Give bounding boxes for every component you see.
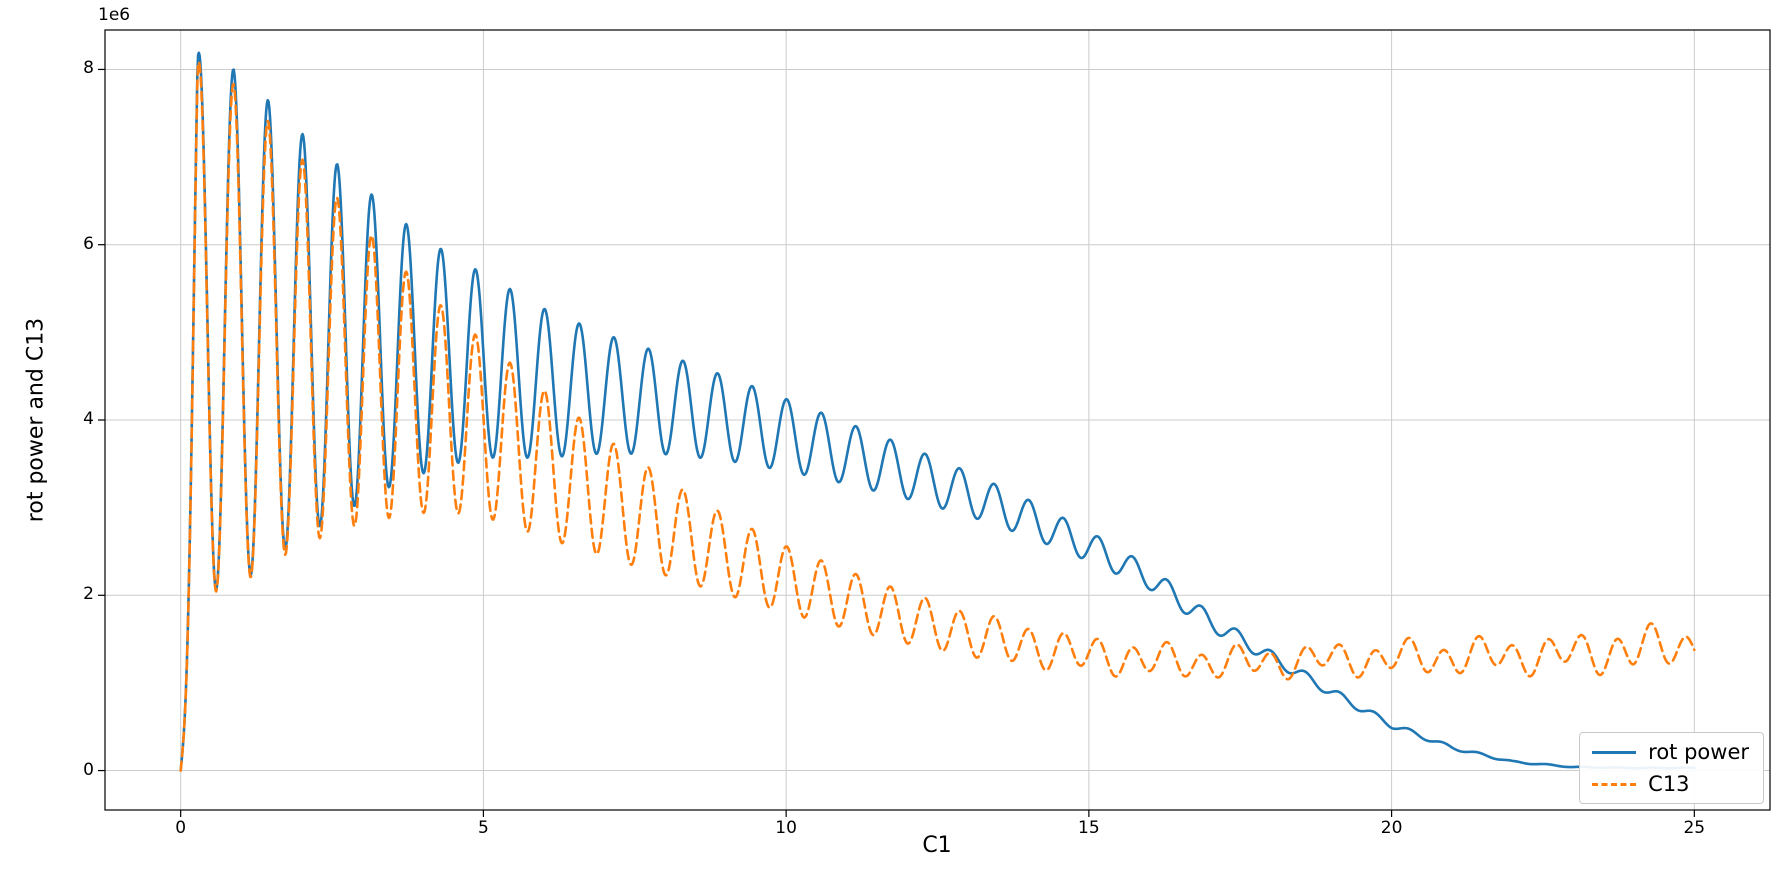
x-tick-label: 15 [1078, 818, 1100, 838]
x-tick-label: 5 [477, 818, 489, 838]
y-tick-label: 8 [83, 58, 94, 79]
x-tick-label: 20 [1380, 818, 1403, 838]
series-line-rot-power [179, 51, 1696, 772]
y-tick-label: 4 [83, 409, 94, 429]
y-axis-offset-label: 1e6 [98, 5, 131, 25]
y-axis-label: rot power and C13 [23, 317, 49, 523]
y-tick-label: 2 [83, 584, 94, 605]
legend-label-rot-power: rot power [1648, 740, 1749, 764]
legend: rot power C13 [1579, 732, 1764, 804]
x-tick-label: 10 [775, 818, 797, 838]
x-tick-label: 0 [175, 818, 187, 838]
y-tick-label: 6 [83, 233, 94, 254]
legend-label-c13: C13 [1648, 772, 1690, 796]
x-axis-label: C1 [922, 833, 952, 858]
y-tick-label: 0 [83, 759, 94, 780]
x-tick-label: 25 [1683, 818, 1706, 838]
legend-line-sample-rot-power [1592, 750, 1637, 754]
legend-entry-c13: C13 [1592, 772, 1749, 796]
legend-line-sample-c13 [1592, 782, 1637, 786]
series-line-C13 [179, 60, 1696, 772]
legend-entry-rot-power: rot power [1592, 740, 1749, 764]
